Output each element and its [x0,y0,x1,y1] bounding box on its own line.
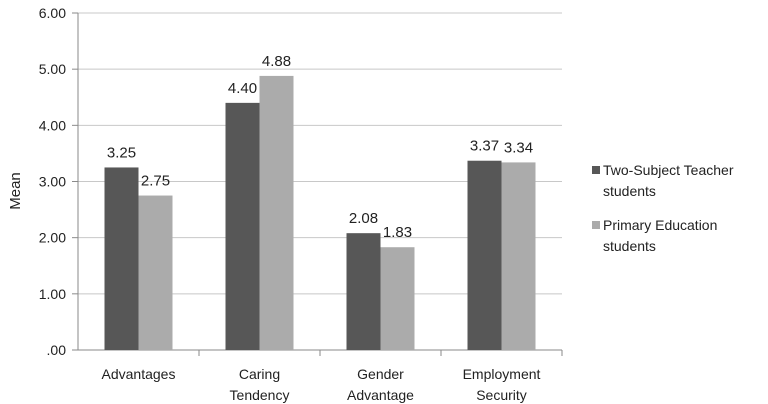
legend: Two-Subject Teacher students Primary Educa… [590,160,768,270]
bars [104,75,536,350]
legend-label: students [603,183,656,199]
bar [501,162,536,350]
data-labels: 3.25 2.75 4.40 4.88 2.08 1.83 3.37 3.34 [107,53,533,241]
data-label: 4.40 [228,80,257,97]
y-tick-label: 2.00 [39,230,66,246]
bar [138,195,173,350]
legend-item: Primary Education students [590,215,768,257]
bar [346,233,381,350]
data-label: 3.25 [107,144,136,161]
x-tick-label: Caring [239,366,280,382]
data-label: 2.75 [141,173,170,190]
legend-swatch [592,221,600,229]
bar [104,167,139,350]
bar [259,75,294,350]
legend-swatch [592,166,600,174]
y-tick-label: 3.00 [39,174,66,190]
x-tick-label: Security [476,387,527,403]
y-axis-label: Mean [7,172,24,210]
legend-label: students [603,238,656,254]
data-label: 2.08 [349,210,378,227]
y-tick-label: 6.00 [39,5,66,21]
x-tick-label: Tendency [230,387,290,403]
y-tick-label: 1.00 [39,286,66,302]
x-tick-label: Employment [463,366,541,382]
x-tick-label: Advantages [102,366,176,382]
data-label: 3.37 [470,138,499,155]
legend-label: Primary Education [603,217,718,233]
x-axis-ticks: Advantages Caring Tendency Gender Advantage E… [102,366,541,403]
legend-item: Two-Subject Teacher students [590,160,768,202]
y-tick-label: .00 [47,342,67,358]
bar [225,102,260,350]
x-tick-label: Gender [357,366,404,382]
bar [467,160,502,350]
y-tick-label: 5.00 [39,61,66,77]
bar [380,247,415,350]
data-label: 1.83 [383,224,412,241]
data-label: 4.88 [262,53,291,70]
legend-label: Two-Subject Teacher [603,162,734,178]
data-label: 3.34 [504,139,533,156]
x-tick-label: Advantage [347,387,414,403]
y-tick-label: 4.00 [39,117,66,133]
y-axis-ticks: .00 1.00 2.00 3.00 4.00 5.00 6.00 [39,5,66,358]
